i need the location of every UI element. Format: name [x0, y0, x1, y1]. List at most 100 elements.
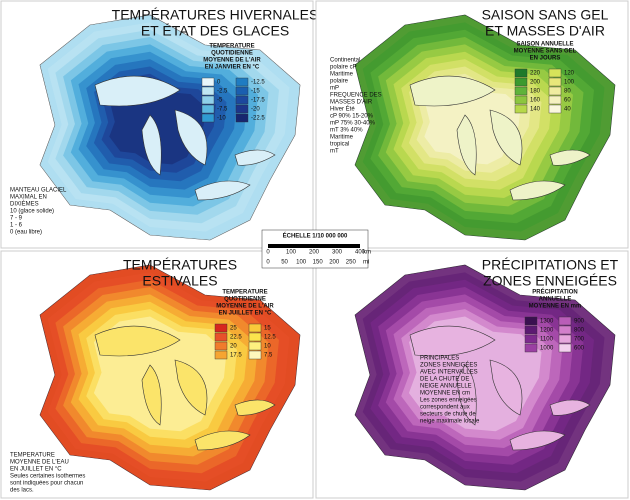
legend-swatch: [548, 95, 562, 105]
scale-label: 100: [286, 250, 297, 256]
scale-label: 0: [266, 250, 270, 256]
scale-label: 200: [309, 250, 320, 256]
legend-label: -5: [217, 98, 223, 104]
note: Seules certaines isothermes: [10, 474, 85, 480]
panel-title: TEMPÉRATURES: [123, 257, 237, 273]
legend-swatch: [201, 77, 215, 87]
panel-title: TEMPÉRATURES HIVERNALES: [112, 7, 319, 23]
legend-title: TEMPERATURE: [222, 290, 267, 296]
map-panel: [0, 250, 314, 499]
legend-label: -12.5: [251, 80, 265, 86]
panel-title: ET ÉTAT DES GLACES: [141, 23, 289, 39]
legend-label: -2.5: [217, 89, 228, 95]
legend-swatch: [548, 77, 562, 87]
map-panel: [0, 0, 314, 249]
note: des lacs.: [10, 488, 34, 494]
legend-swatch: [558, 325, 572, 335]
note: 0 (eau libre): [10, 230, 42, 236]
panel-title: SAISON SANS GEL: [482, 7, 609, 23]
legend-label: 12.5: [264, 335, 276, 341]
legend-title: MOYENNE DE L'AIR: [203, 58, 261, 64]
legend-swatch: [235, 113, 249, 123]
legend-title: TEMPERATURE: [209, 44, 254, 50]
legend-label: 1100: [540, 337, 554, 343]
legend-title: PRÉCIPITATION: [532, 288, 577, 296]
scale-label: 400: [355, 250, 366, 256]
legend-label: 200: [530, 80, 541, 86]
scale-label: 200: [329, 260, 340, 266]
scale-bar: [268, 244, 360, 248]
legend-swatch: [214, 350, 228, 360]
legend-swatch: [514, 86, 528, 96]
note: Maritime: [330, 72, 354, 78]
legend-swatch: [548, 68, 562, 78]
legend-swatch: [514, 95, 528, 105]
legend-label: 20: [230, 344, 237, 350]
legend-label: 180: [530, 89, 541, 95]
legend-swatch: [558, 343, 572, 353]
note: NEIGE ANNUELLE: [420, 384, 472, 390]
legend-label: 10: [264, 344, 271, 350]
legend-title: SAISON ANNUELLE: [516, 42, 573, 48]
legend-label: 700: [574, 337, 585, 343]
scale-label: 250: [346, 260, 357, 266]
note: neige maximale locale: [420, 419, 480, 425]
panel-title: ZONES ENNEIGÉES: [483, 273, 617, 289]
legend-swatch: [524, 316, 538, 326]
note: 10 (glace solide): [10, 209, 54, 215]
legend-swatch: [248, 332, 262, 342]
legend-swatch: [201, 95, 215, 105]
note: 7 - 9: [10, 216, 23, 222]
note: mT: [330, 149, 339, 155]
scale-label: 50: [281, 260, 288, 266]
scale-label: km: [363, 250, 371, 256]
legend-title: MOYENNE EN mm: [529, 304, 582, 310]
legend-label: 120: [564, 71, 575, 77]
legend-title: EN JUILLET EN °C: [219, 311, 272, 317]
panel-title: ESTIVALES: [142, 273, 217, 289]
legend-title: QUOTIDIENNE: [224, 297, 266, 303]
legend-swatch: [235, 86, 249, 96]
legend-swatch: [524, 343, 538, 353]
legend-swatch: [201, 104, 215, 114]
legend-label: 100: [564, 80, 575, 86]
note: FREQUENCE DES: [330, 93, 382, 99]
legend-swatch: [235, 95, 249, 105]
legend-swatch: [558, 334, 572, 344]
legend-label: -7.5: [217, 107, 228, 113]
legend-label: 22.5: [230, 335, 242, 341]
legend-label: 1200: [540, 328, 554, 334]
legend-label: 0: [217, 80, 221, 86]
note: cP 90% 15-20%: [330, 114, 374, 120]
legend-label: 60: [564, 98, 571, 104]
legend-swatch: [514, 104, 528, 114]
legend-swatch: [548, 86, 562, 96]
scale-label: 300: [332, 250, 343, 256]
legend-label: 7.5: [264, 353, 273, 359]
legend-label: 40: [564, 107, 571, 113]
note: MAXIMAL EN: [10, 195, 47, 201]
legend-label: 25: [230, 326, 237, 332]
legend-swatch: [524, 334, 538, 344]
legend-label: 17.5: [230, 353, 242, 359]
scale-label: 100: [296, 260, 307, 266]
legend-label: 800: [574, 328, 585, 334]
note: mP 75% 30-40%: [330, 121, 376, 127]
note: polaire: [330, 79, 349, 85]
legend-label: 160: [530, 98, 541, 104]
note: secteurs de chute de: [420, 412, 476, 418]
legend-swatch: [514, 68, 528, 78]
legend-label: 1000: [540, 346, 554, 352]
legend-label: 900: [574, 319, 585, 325]
map-panel: [315, 250, 629, 499]
legend-swatch: [201, 113, 215, 123]
legend-swatch: [248, 341, 262, 351]
scale-box: [261, 229, 369, 269]
legend-swatch: [214, 332, 228, 342]
legend-swatch: [235, 77, 249, 87]
note: Maritime: [330, 135, 354, 141]
panel-title: PRÉCIPITATIONS ET: [482, 257, 619, 273]
legend-label: -17.5: [251, 98, 265, 104]
scale-label: 150: [313, 260, 324, 266]
